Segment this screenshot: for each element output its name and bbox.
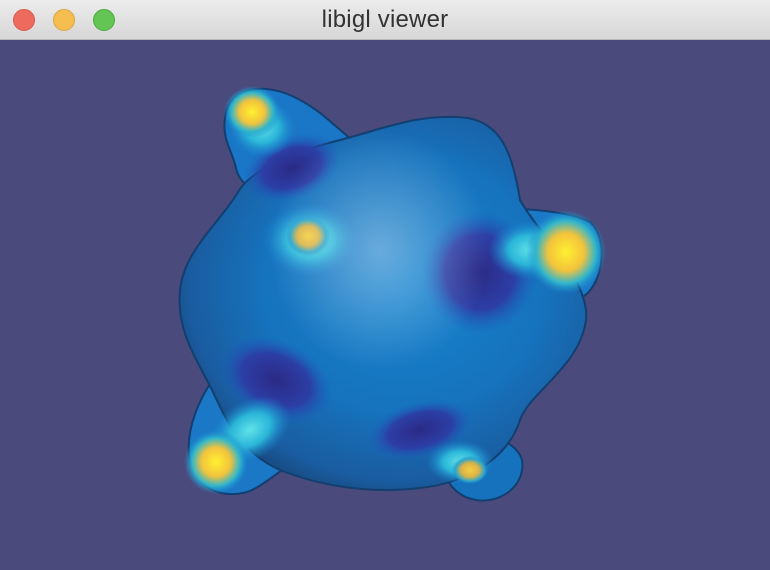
mesh-high-region [224,86,280,138]
title-bar[interactable]: libigl viewer [0,0,770,40]
close-window-button[interactable] [13,9,35,31]
mesh-specular-highlight [270,130,490,370]
mesh-high-region [452,456,488,484]
3d-viewport[interactable] [0,40,770,570]
mesh-high-region [184,430,248,494]
window-title: libigl viewer [321,6,449,33]
mesh-high-region [526,210,606,294]
maximize-window-button[interactable] [93,9,115,31]
mesh-render [178,86,606,502]
minimize-window-button[interactable] [53,9,75,31]
